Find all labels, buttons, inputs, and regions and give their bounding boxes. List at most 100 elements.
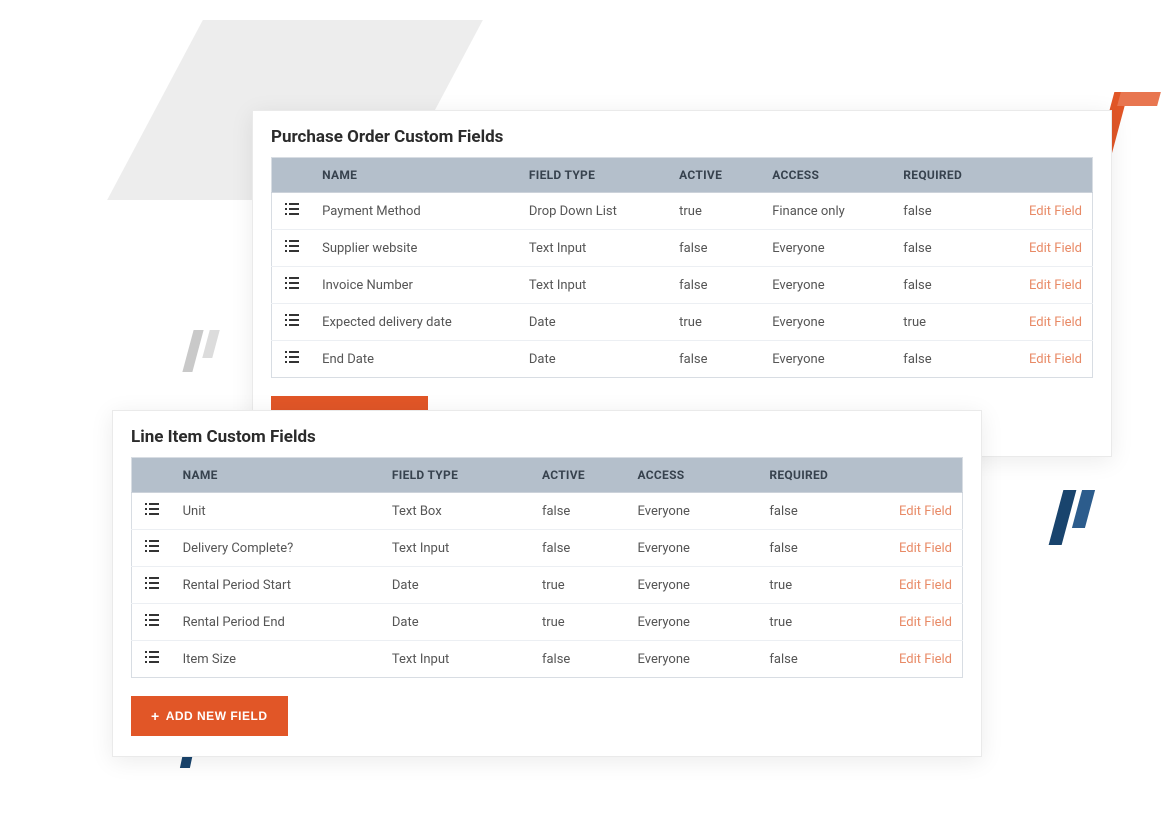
cell-name: Expected delivery date [312, 304, 519, 341]
drag-handle-icon[interactable] [145, 577, 159, 589]
cell-name: Supplier website [312, 230, 519, 267]
line-item-card: Line Item Custom Fields NAME FIELD TYPE … [112, 410, 982, 757]
cell-name: Item Size [173, 641, 382, 678]
cell-access: Everyone [628, 493, 760, 530]
edit-field-link[interactable]: Edit Field [899, 578, 952, 593]
col-header-required: REQUIRED [759, 458, 865, 493]
edit-field-link[interactable]: Edit Field [899, 652, 952, 667]
table-row: Supplier websiteText InputfalseEveryonef… [272, 230, 1093, 267]
cell-access: Everyone [762, 341, 893, 378]
cell-active: true [669, 304, 762, 341]
edit-field-link[interactable]: Edit Field [1029, 352, 1082, 367]
cell-active: false [669, 341, 762, 378]
table-row: Item SizeText InputfalseEveryonefalseEdi… [132, 641, 963, 678]
table-row: Delivery Complete?Text InputfalseEveryon… [132, 530, 963, 567]
cell-required: false [759, 530, 865, 567]
drag-handle-icon[interactable] [285, 351, 299, 363]
table-row: Payment MethodDrop Down ListtrueFinance … [272, 193, 1093, 230]
cell-active: true [532, 567, 628, 604]
cell-access: Everyone [628, 604, 760, 641]
cell-fieldtype: Drop Down List [519, 193, 669, 230]
cell-active: true [532, 604, 628, 641]
cell-required: false [759, 493, 865, 530]
cell-access: Everyone [628, 530, 760, 567]
cell-name: Payment Method [312, 193, 519, 230]
cell-required: false [893, 341, 997, 378]
drag-handle-icon[interactable] [145, 614, 159, 626]
drag-handle-icon[interactable] [145, 651, 159, 663]
cell-name: Rental Period End [173, 604, 382, 641]
line-item-rows: UnitText BoxfalseEveryonefalseEdit Field… [132, 493, 963, 678]
add-new-field-button[interactable]: + ADD NEW FIELD [131, 696, 288, 736]
purchase-order-rows: Payment MethodDrop Down ListtrueFinance … [272, 193, 1093, 378]
cell-required: true [893, 304, 997, 341]
table-row: End DateDatefalseEveryonefalseEdit Field [272, 341, 1093, 378]
table-row: UnitText BoxfalseEveryonefalseEdit Field [132, 493, 963, 530]
cell-fieldtype: Date [519, 341, 669, 378]
cell-name: Delivery Complete? [173, 530, 382, 567]
cell-fieldtype: Text Input [519, 230, 669, 267]
edit-field-link[interactable]: Edit Field [1029, 241, 1082, 256]
cell-required: true [759, 604, 865, 641]
col-header-access: ACCESS [762, 158, 893, 193]
cell-required: false [893, 193, 997, 230]
decor-gray-chevron [188, 330, 216, 372]
purchase-order-table: NAME FIELD TYPE ACTIVE ACCESS REQUIRED P… [271, 157, 1093, 378]
col-header-active: ACTIVE [532, 458, 628, 493]
cell-required: false [893, 267, 997, 304]
cell-fieldtype: Text Input [519, 267, 669, 304]
cell-fieldtype: Text Box [382, 493, 532, 530]
drag-handle-icon[interactable] [285, 203, 299, 215]
purchase-order-title: Purchase Order Custom Fields [271, 127, 1093, 147]
cell-active: false [532, 493, 628, 530]
cell-name: Invoice Number [312, 267, 519, 304]
decor-orange-bracket [1105, 92, 1160, 162]
col-header-name: NAME [173, 458, 382, 493]
cell-access: Everyone [628, 567, 760, 604]
cell-name: Rental Period Start [173, 567, 382, 604]
cell-active: false [669, 267, 762, 304]
line-item-title: Line Item Custom Fields [131, 427, 963, 447]
edit-field-link[interactable]: Edit Field [899, 504, 952, 519]
plus-icon: + [151, 708, 160, 724]
cell-access: Finance only [762, 193, 893, 230]
drag-handle-icon[interactable] [145, 540, 159, 552]
cell-active: false [532, 530, 628, 567]
cell-name: End Date [312, 341, 519, 378]
drag-handle-icon[interactable] [285, 240, 299, 252]
cell-required: false [893, 230, 997, 267]
drag-handle-icon[interactable] [285, 314, 299, 326]
drag-handle-icon[interactable] [285, 277, 299, 289]
purchase-order-card: Purchase Order Custom Fields NAME FIELD … [252, 110, 1112, 457]
col-header-fieldtype: FIELD TYPE [382, 458, 532, 493]
cell-required: false [759, 641, 865, 678]
edit-field-link[interactable]: Edit Field [1029, 204, 1082, 219]
col-header-active: ACTIVE [669, 158, 762, 193]
table-row: Rental Period StartDatetrueEveryonetrueE… [132, 567, 963, 604]
cell-fieldtype: Date [382, 567, 532, 604]
add-button-label: ADD NEW FIELD [166, 709, 268, 723]
col-header-fieldtype: FIELD TYPE [519, 158, 669, 193]
cell-access: Everyone [762, 304, 893, 341]
table-row: Expected delivery dateDatetrueEveryonetr… [272, 304, 1093, 341]
col-header-required: REQUIRED [893, 158, 997, 193]
col-header-access: ACCESS [628, 458, 760, 493]
cell-fieldtype: Text Input [382, 641, 532, 678]
edit-field-link[interactable]: Edit Field [1029, 315, 1082, 330]
cell-active: false [669, 230, 762, 267]
cell-active: false [532, 641, 628, 678]
cell-active: true [669, 193, 762, 230]
cell-required: true [759, 567, 865, 604]
cell-access: Everyone [762, 267, 893, 304]
cell-fieldtype: Text Input [382, 530, 532, 567]
edit-field-link[interactable]: Edit Field [1029, 278, 1082, 293]
table-row: Rental Period EndDatetrueEveryonetrueEdi… [132, 604, 963, 641]
line-item-table: NAME FIELD TYPE ACTIVE ACCESS REQUIRED U… [131, 457, 963, 678]
cell-access: Everyone [628, 641, 760, 678]
cell-name: Unit [173, 493, 382, 530]
table-row: Invoice NumberText InputfalseEveryonefal… [272, 267, 1093, 304]
decor-blue-chevron-right [1056, 490, 1090, 545]
edit-field-link[interactable]: Edit Field [899, 615, 952, 630]
edit-field-link[interactable]: Edit Field [899, 541, 952, 556]
drag-handle-icon[interactable] [145, 503, 159, 515]
